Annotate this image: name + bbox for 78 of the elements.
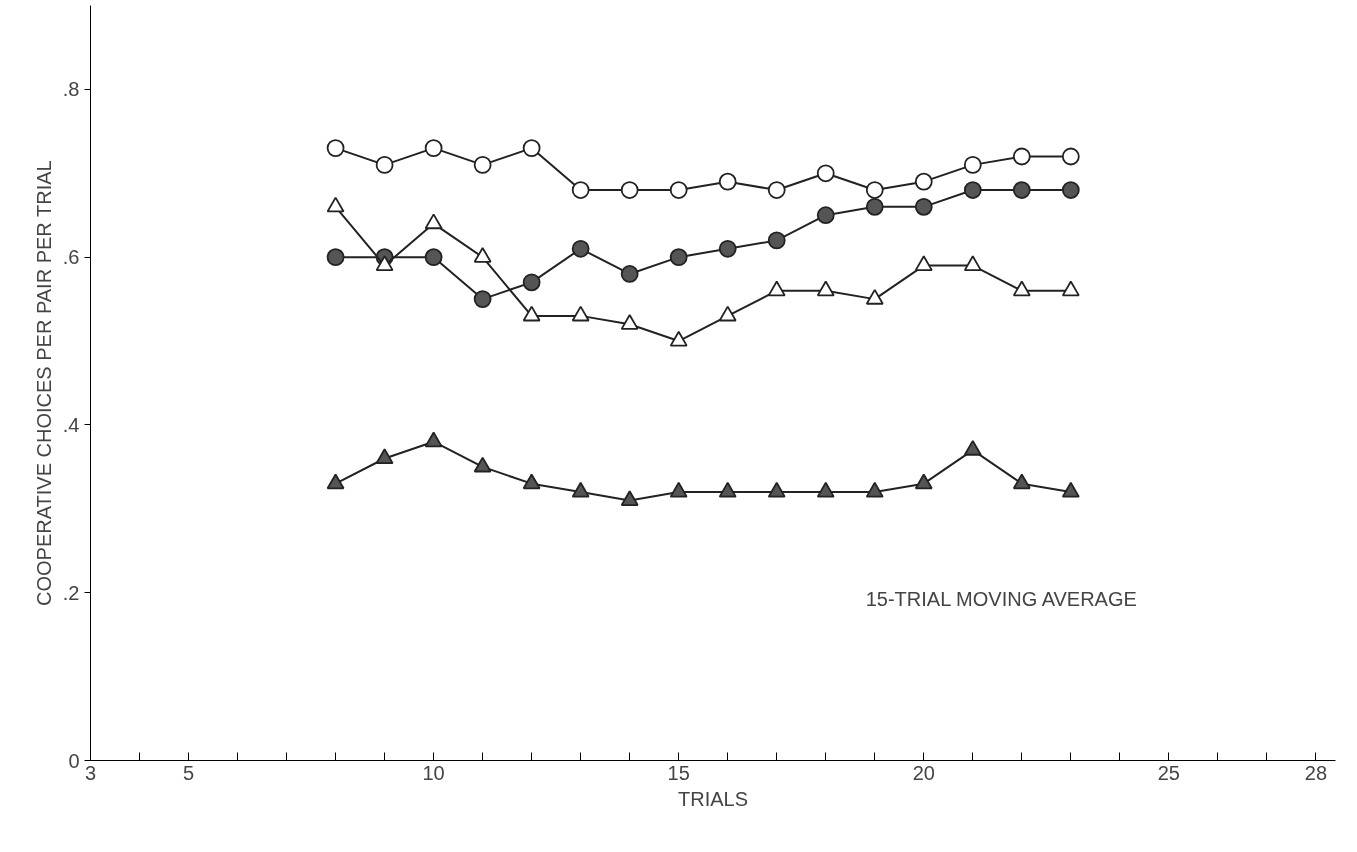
point [1061,181,1080,199]
x-tick-label: 20 [912,761,935,784]
point [865,481,884,498]
point [424,248,443,267]
y-tick-label: .6 [62,246,80,269]
point [424,431,443,448]
point [522,305,541,322]
point [326,196,345,213]
point [620,181,639,199]
point [522,273,541,292]
point [326,248,345,267]
point [620,314,639,330]
point [1061,147,1080,166]
x-tick-label: 25 [1157,761,1180,784]
point [816,164,835,183]
point [1061,481,1080,498]
point [620,265,639,283]
point [326,473,345,490]
point [669,248,688,267]
point [767,181,786,199]
point [718,305,737,322]
point [816,206,835,225]
point [571,181,590,199]
point [914,255,933,272]
x-tick-label: 15 [667,761,690,784]
point [424,213,443,230]
point [865,181,884,199]
x-tick-label: 10 [422,761,445,784]
point [1012,147,1031,166]
point [963,181,982,199]
point [669,330,688,347]
point [375,156,394,174]
point [424,139,443,157]
point [326,139,345,157]
point [963,255,982,272]
y-tick-label: 0 [68,749,80,772]
point [963,156,982,174]
point [718,481,737,498]
point [1012,181,1031,199]
y-tick-label: .2 [62,581,80,604]
point [1061,280,1080,297]
y-tick-label: .8 [62,78,80,101]
point [816,280,835,297]
point [375,255,394,272]
point [914,473,933,490]
point [914,197,933,216]
point [669,181,688,199]
point [1012,473,1031,490]
annotation: 15-TRIAL MOVING AVERAGE [865,587,1137,610]
x-tick-label: 5 [182,761,195,784]
point [718,172,737,191]
point [767,231,786,250]
point [963,439,982,456]
point [865,197,884,216]
point [375,448,394,465]
point [669,481,688,498]
point [571,481,590,498]
point [571,305,590,322]
y-axis-title: COOPERATIVE CHOICES PER PAIR PER TRIAL [32,160,55,607]
point [522,139,541,157]
y-tick-label: .4 [62,413,80,436]
point [473,247,492,263]
point [620,490,639,506]
point [522,473,541,490]
point [718,239,737,258]
point [914,172,933,191]
point [571,239,590,258]
point [767,280,786,297]
point [816,481,835,498]
point [473,290,492,308]
point [1012,280,1031,297]
x-tick-label: 28 [1304,761,1328,784]
x-axis-title: TRIALS [677,787,749,810]
x-tick-label: 3 [84,761,97,784]
point [473,456,492,473]
point [865,288,884,305]
point [473,156,492,174]
point [767,481,786,498]
